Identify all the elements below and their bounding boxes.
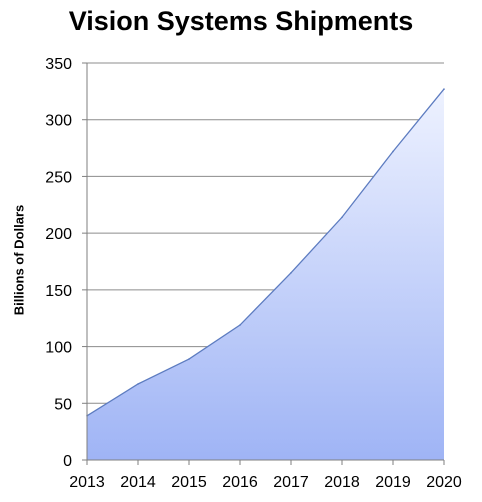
y-tick-label: 300 — [45, 113, 72, 130]
x-tick-label: 2019 — [375, 474, 411, 491]
area-fill — [87, 89, 444, 461]
data-point — [392, 150, 394, 153]
y-tick-label: 100 — [45, 340, 72, 357]
y-tick-label: 0 — [63, 453, 72, 470]
data-point — [239, 324, 241, 326]
series-line — [86, 88, 445, 417]
x-tick-label: 2017 — [273, 474, 309, 491]
x-tick-label: 2018 — [324, 474, 360, 491]
x-tick-label: 2013 — [69, 474, 105, 491]
data-point — [341, 216, 343, 219]
x-tick-label: 2016 — [222, 474, 258, 491]
y-tick-label: 200 — [45, 226, 72, 243]
data-point — [188, 358, 190, 360]
y-tick-label: 50 — [54, 396, 72, 413]
x-tick-label: 2015 — [171, 474, 207, 491]
x-tick-label: 2014 — [120, 474, 156, 491]
y-tick-label: 150 — [45, 283, 72, 300]
data-point — [443, 88, 445, 90]
data-point — [290, 272, 292, 274]
y-tick-label: 350 — [45, 56, 72, 73]
chart-title: Vision Systems Shipments — [68, 6, 414, 36]
y-tick-label: 250 — [45, 169, 72, 186]
data-point — [137, 383, 139, 385]
x-tick-label: 2020 — [426, 474, 462, 491]
